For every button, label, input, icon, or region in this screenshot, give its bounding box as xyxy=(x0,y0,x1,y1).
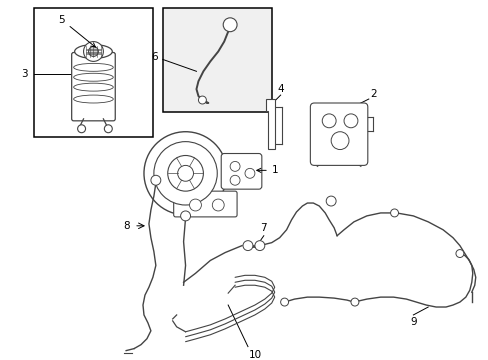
Circle shape xyxy=(177,165,193,181)
Text: 6: 6 xyxy=(151,53,158,62)
Text: 3: 3 xyxy=(21,69,27,79)
Circle shape xyxy=(78,125,85,133)
Circle shape xyxy=(390,209,398,217)
Text: 4: 4 xyxy=(277,84,284,94)
Circle shape xyxy=(104,125,112,133)
Circle shape xyxy=(151,175,161,185)
Circle shape xyxy=(212,199,224,211)
Circle shape xyxy=(330,132,348,149)
Circle shape xyxy=(223,18,237,32)
Circle shape xyxy=(154,141,217,205)
FancyBboxPatch shape xyxy=(310,103,367,165)
Circle shape xyxy=(243,241,252,251)
FancyBboxPatch shape xyxy=(173,191,237,217)
Circle shape xyxy=(198,96,206,104)
Ellipse shape xyxy=(75,45,112,58)
Circle shape xyxy=(180,211,190,221)
Circle shape xyxy=(350,298,358,306)
Circle shape xyxy=(83,42,103,62)
FancyBboxPatch shape xyxy=(221,153,261,189)
Circle shape xyxy=(230,161,240,171)
Circle shape xyxy=(455,249,463,257)
Text: 9: 9 xyxy=(409,317,416,327)
Circle shape xyxy=(230,175,240,185)
Bar xyxy=(34,8,153,137)
Circle shape xyxy=(280,298,288,306)
Bar xyxy=(163,8,271,112)
Text: 5: 5 xyxy=(59,15,95,47)
Circle shape xyxy=(143,132,227,215)
Text: 8: 8 xyxy=(122,221,129,231)
Circle shape xyxy=(189,199,201,211)
Circle shape xyxy=(244,168,254,178)
Polygon shape xyxy=(265,99,274,149)
Circle shape xyxy=(88,46,98,57)
Text: 10: 10 xyxy=(248,350,261,360)
Circle shape xyxy=(322,114,335,128)
Circle shape xyxy=(254,241,264,251)
Circle shape xyxy=(325,196,335,206)
Circle shape xyxy=(167,156,203,191)
Circle shape xyxy=(344,114,357,128)
FancyBboxPatch shape xyxy=(72,53,115,121)
Text: 7: 7 xyxy=(260,223,266,233)
Text: 1: 1 xyxy=(256,165,278,175)
Text: 2: 2 xyxy=(370,89,376,99)
